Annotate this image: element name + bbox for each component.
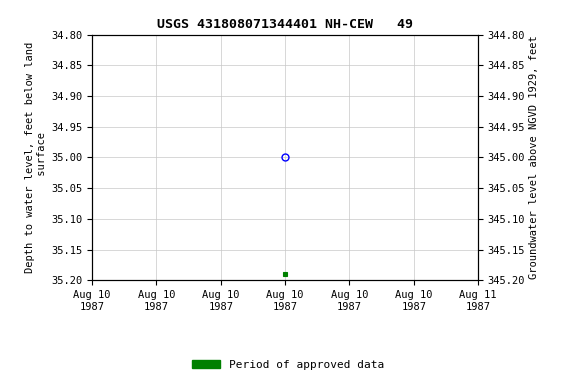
Y-axis label: Depth to water level, feet below land
 surface: Depth to water level, feet below land su… — [25, 42, 47, 273]
Title: USGS 431808071344401 NH-CEW   49: USGS 431808071344401 NH-CEW 49 — [157, 18, 413, 31]
Legend: Period of approved data: Period of approved data — [188, 356, 388, 375]
Y-axis label: Groundwater level above NGVD 1929, feet: Groundwater level above NGVD 1929, feet — [529, 36, 540, 279]
